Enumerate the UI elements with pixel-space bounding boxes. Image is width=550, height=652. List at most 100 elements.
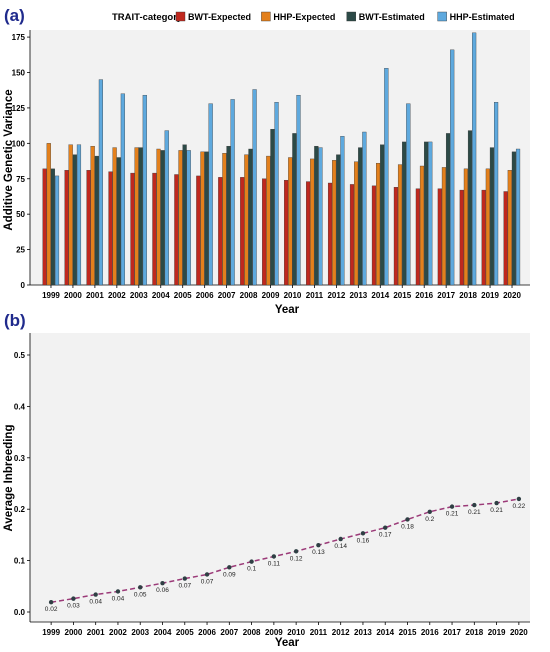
y-tick-label: 0.4 (14, 402, 26, 411)
x-tick-label: 2006 (196, 291, 214, 300)
y-tick-label: 25 (16, 246, 25, 255)
bar-bwt-estimated-2001 (94, 155, 99, 286)
bar-bwt-expected-2001 (86, 170, 91, 286)
bar-bwt-estimated-2017 (445, 133, 451, 286)
bar-hhp-expected-2009 (266, 155, 271, 286)
data-label-2009: 0.11 (268, 560, 281, 567)
bar-bwt-expected-2020 (503, 191, 508, 286)
bar-hhp-expected-2004 (156, 148, 161, 286)
x-tick-label: 2006 (198, 628, 216, 637)
bar-hhp-estimated-2000 (76, 144, 82, 286)
bar-hhp-estimated-2016 (428, 141, 433, 286)
data-label-2015: 0.18 (401, 523, 414, 530)
x-tick-label: 2004 (152, 291, 170, 300)
x-tick-label: 2004 (154, 628, 172, 637)
bar-hhp-expected-2003 (134, 147, 139, 286)
bar-hhp-estimated-2017 (450, 49, 455, 286)
x-tick-label: 2011 (306, 291, 324, 300)
bar-hhp-expected-2010 (288, 157, 293, 286)
data-label-2012: 0.14 (334, 543, 347, 550)
bar-hhp-estimated-2015 (406, 103, 411, 286)
point-2008 (249, 559, 254, 564)
bar-bwt-expected-2015 (393, 187, 399, 286)
legend-swatch-hhp-expected (261, 11, 271, 22)
bar-bwt-expected-2013 (349, 184, 355, 286)
plot-area-a (30, 30, 530, 285)
data-label-2017: 0.21 (446, 511, 459, 518)
bar-hhp-estimated-1999 (54, 175, 60, 286)
bar-bwt-estimated-2007 (226, 145, 231, 286)
point-2011 (316, 542, 321, 548)
bar-bwt-expected-2008 (240, 177, 245, 286)
point-2019 (494, 500, 499, 506)
point-1999 (48, 600, 54, 605)
data-label-2002: 0.04 (112, 595, 125, 602)
x-tick-label: 2017 (443, 628, 461, 637)
bar-hhp-expected-2019 (485, 168, 490, 286)
bar-hhp-expected-2016 (419, 165, 425, 286)
legend-label-hhp-estimated: HHP-Estimated (450, 12, 515, 22)
x-tick-label: 2000 (64, 291, 82, 300)
point-2017 (449, 504, 455, 509)
bar-bwt-expected-2019 (481, 189, 486, 286)
x-axis-title-a: Year (275, 304, 300, 316)
bar-bwt-expected-2017 (437, 188, 442, 286)
point-2002 (115, 589, 121, 594)
y-tick-label: 0.2 (14, 505, 26, 514)
x-tick-label: 2009 (265, 628, 283, 637)
bar-hhp-expected-2002 (112, 147, 117, 286)
bar-bwt-expected-2002 (108, 171, 113, 286)
legend-label-bwt-estimated: BWT-Estimated (359, 12, 425, 22)
y-tick-label: 175 (12, 33, 26, 42)
bar-hhp-estimated-2007 (230, 99, 235, 286)
data-label-1999: 0.02 (45, 606, 58, 613)
bar-hhp-estimated-2020 (515, 148, 521, 286)
legend-label-hhp-expected: HHP-Expected (273, 12, 335, 22)
data-label-2007: 0.09 (223, 571, 236, 578)
legend: BWT-Expected HHP-Expected BWT-Estimated HHP… (175, 11, 515, 22)
data-label-2018: 0.21 (468, 509, 481, 516)
legend-title: TRAIT-category (112, 12, 183, 23)
x-tick-label: 1999 (42, 291, 60, 300)
data-label-2011: 0.13 (312, 549, 325, 556)
x-tick-label: 2019 (488, 628, 506, 637)
point-2013 (360, 531, 366, 536)
x-tick-label: 2019 (481, 291, 499, 300)
x-tick-label: 2010 (287, 628, 305, 637)
point-2003 (138, 585, 143, 590)
bar-bwt-expected-2006 (196, 175, 201, 286)
x-tick-label: 2007 (220, 628, 238, 637)
x-tick-label: 2013 (349, 291, 367, 300)
bar-hhp-estimated-2019 (494, 102, 499, 286)
data-label-2003: 0.05 (134, 591, 147, 598)
bar-hhp-estimated-2005 (186, 150, 191, 286)
point-2020 (516, 496, 522, 502)
data-label-2019: 0.21 (490, 507, 503, 514)
bar-hhp-expected-2008 (244, 154, 249, 286)
x-tick-label: 2010 (284, 291, 302, 300)
y-axis-title-a: Additive Genetic Variance (3, 89, 15, 230)
x-tick-label: 2018 (465, 628, 483, 637)
x-tick-label: 2003 (131, 628, 149, 637)
x-ticks-a: 1999 2000 2001 2002 2003 2004 2005 2006 2007 2008… (42, 285, 521, 300)
point-2009 (271, 554, 277, 559)
legend-swatch-bwt-expected (175, 11, 186, 22)
x-tick-label: 2008 (243, 628, 261, 637)
bar-hhp-expected-2020 (507, 170, 512, 286)
bar-hhp-estimated-2006 (208, 103, 213, 286)
point-2004 (160, 581, 165, 586)
data-label-2005: 0.07 (178, 583, 191, 590)
data-label-2010: 0.12 (290, 555, 303, 562)
bar-bwt-estimated-2013 (358, 147, 363, 286)
bar-hhp-estimated-2011 (318, 147, 323, 286)
data-label-2000: 0.03 (67, 603, 80, 610)
bar-bwt-estimated-2005 (182, 144, 187, 286)
bar-bwt-estimated-2014 (380, 144, 385, 286)
legend-swatch-bwt-estimated (346, 11, 356, 22)
x-tick-label: 2017 (437, 291, 455, 300)
bar-bwt-expected-2007 (218, 177, 223, 286)
point-2012 (338, 536, 343, 542)
x-tick-label: 2002 (108, 291, 126, 300)
y-tick-label: 150 (12, 69, 26, 78)
x-tick-label: 2002 (109, 628, 127, 637)
